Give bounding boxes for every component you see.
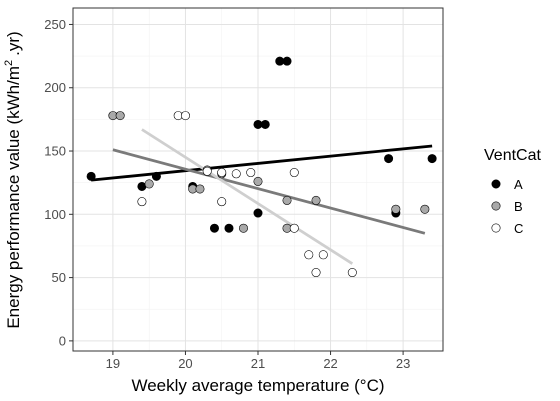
data-point-a (151, 171, 161, 181)
data-point-c (217, 168, 227, 178)
y-axis-label-tail: .yr) (4, 31, 23, 56)
legend-label-b: B (514, 199, 523, 214)
data-point-c (202, 166, 212, 176)
y-axis-label-main: Energy performance value (kWh/m (4, 66, 23, 329)
data-points (86, 56, 437, 278)
data-point-a (282, 56, 292, 66)
x-tick-label: 23 (396, 356, 410, 371)
x-axis-label: Weekly average temperature (°C) (131, 376, 384, 395)
data-point-c (231, 169, 241, 179)
major-grid (73, 8, 443, 351)
data-point-b (282, 195, 292, 205)
axis-ticks: 19 20 21 22 23 0 50 100 150 200 250 (44, 17, 410, 371)
y-tick-label: 100 (44, 207, 66, 222)
data-point-c (180, 111, 190, 121)
data-point-b (144, 179, 154, 189)
y-tick-label: 250 (44, 17, 66, 32)
y-tick-label: 50 (52, 270, 66, 285)
data-point-b (420, 204, 430, 214)
legend: VentCat ABC (484, 147, 541, 236)
x-tick-label: 20 (178, 356, 192, 371)
x-tick-label: 19 (106, 356, 120, 371)
data-point-b (238, 223, 248, 233)
data-point-c (311, 268, 321, 278)
data-point-a (86, 171, 96, 181)
trend-lines (90, 128, 433, 265)
legend-key-b (491, 201, 501, 211)
trend-line-a (90, 144, 433, 182)
y-axis-label-superscript: 2 (3, 60, 15, 66)
data-point-c (347, 268, 357, 278)
data-point-a (384, 154, 394, 164)
data-point-c (246, 168, 256, 178)
data-point-a (260, 119, 270, 129)
data-point-b (195, 184, 205, 194)
x-tick-label: 21 (251, 356, 265, 371)
data-point-b (311, 195, 321, 205)
data-point-a (253, 208, 263, 218)
y-tick-label: 200 (44, 80, 66, 95)
legend-label-a: A (514, 177, 523, 192)
x-tick-label: 22 (323, 356, 337, 371)
data-point-b (391, 204, 401, 214)
legend-title: VentCat (484, 147, 541, 164)
y-tick-label: 150 (44, 144, 66, 159)
data-point-c (217, 197, 227, 207)
data-point-c (289, 168, 299, 178)
data-point-c (289, 223, 299, 233)
data-point-b (253, 176, 263, 186)
legend-key-c (491, 223, 501, 233)
y-tick-label: 0 (59, 333, 66, 348)
data-point-b (115, 111, 125, 121)
y-axis-label: Energy performance value (kWh/m2 .yr) (3, 31, 23, 328)
data-point-c (318, 250, 328, 260)
data-point-c (137, 197, 147, 207)
data-point-a (209, 223, 219, 233)
trend-line-c (141, 128, 354, 265)
data-point-c (304, 250, 314, 260)
data-point-a (427, 154, 437, 164)
legend-key-a (491, 179, 501, 189)
trend-line-b (112, 148, 426, 235)
legend-label-c: C (514, 221, 523, 236)
data-point-a (224, 223, 234, 233)
